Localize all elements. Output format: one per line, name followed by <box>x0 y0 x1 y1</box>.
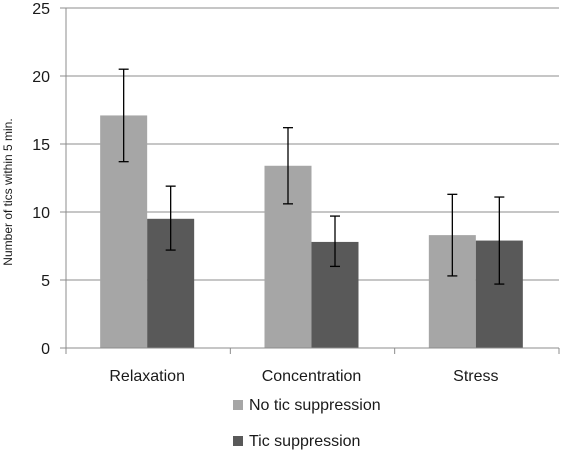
y-axis-label: Number of tics within 5 min. <box>1 118 15 265</box>
legend: No tic suppression Tic suppression <box>233 397 381 450</box>
legend-swatch <box>233 436 243 446</box>
x-axis-ticks: Relaxation Concentration Stress <box>65 348 560 385</box>
y-tick-label: 25 <box>32 1 50 18</box>
y-tick-label: 15 <box>32 137 50 154</box>
legend-label: Tic suppression <box>249 433 360 450</box>
y-tick-label: 20 <box>32 69 50 86</box>
y-axis-ticks: 0 5 10 15 20 25 <box>32 1 66 358</box>
x-tick-label: Stress <box>453 368 498 385</box>
y-tick-label: 10 <box>32 205 50 222</box>
y-tick-label: 5 <box>41 273 50 290</box>
x-tick-label: Concentration <box>262 368 362 385</box>
bars <box>100 115 523 348</box>
axes <box>65 8 559 349</box>
x-tick-label: Relaxation <box>109 368 185 385</box>
error-bars <box>118 68 505 285</box>
legend-swatch <box>233 400 243 410</box>
y-tick-label: 0 <box>41 341 50 358</box>
legend-label: No tic suppression <box>249 397 381 414</box>
